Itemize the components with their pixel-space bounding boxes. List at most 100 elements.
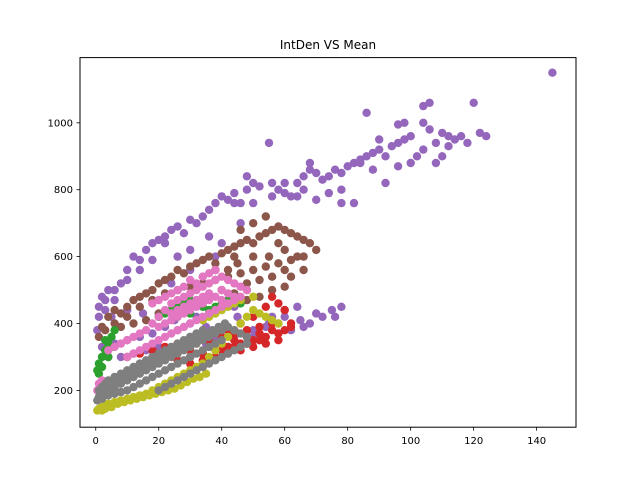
data-point — [299, 185, 308, 194]
data-point — [204, 295, 214, 305]
data-point — [249, 265, 258, 275]
data-point — [167, 316, 176, 325]
data-point — [255, 182, 264, 191]
data-point — [148, 285, 157, 295]
data-point — [198, 362, 207, 372]
x-tick-label: 60 — [278, 436, 291, 447]
chart-title: IntDen VS Mean — [280, 38, 376, 52]
data-point — [160, 346, 170, 355]
data-point — [179, 269, 189, 278]
data-point — [217, 346, 226, 355]
data-point — [274, 185, 283, 194]
data-point — [167, 225, 176, 235]
data-point — [204, 359, 214, 368]
data-point — [280, 326, 289, 335]
data-point — [211, 259, 220, 268]
data-point — [154, 369, 163, 378]
data-point — [255, 336, 264, 345]
data-point — [274, 259, 283, 268]
data-point — [141, 245, 151, 255]
data-point — [198, 212, 207, 221]
data-point — [349, 198, 359, 208]
data-point — [204, 205, 214, 214]
data-point — [393, 162, 403, 171]
data-point — [141, 326, 151, 335]
data-point — [204, 269, 214, 278]
data-point — [324, 172, 333, 181]
data-point — [261, 332, 270, 342]
data-point — [280, 265, 289, 275]
x-tick-label: 40 — [215, 436, 228, 447]
data-point — [286, 272, 296, 281]
data-point — [148, 319, 157, 328]
data-point — [160, 305, 170, 315]
data-point — [192, 329, 201, 338]
data-point — [192, 349, 201, 358]
data-point — [198, 299, 207, 308]
data-point — [101, 336, 110, 345]
data-point — [217, 336, 226, 345]
data-point — [419, 118, 428, 128]
data-point — [204, 352, 214, 362]
data-point — [299, 322, 308, 332]
data-point — [337, 168, 346, 178]
data-point — [107, 332, 116, 342]
data-point — [217, 192, 226, 201]
data-point — [393, 138, 403, 148]
data-point — [186, 282, 195, 291]
data-point — [264, 138, 274, 148]
data-point — [204, 309, 214, 318]
data-point — [123, 312, 132, 321]
data-point — [192, 285, 201, 295]
data-point — [249, 336, 258, 345]
data-point — [444, 132, 453, 141]
data-point — [217, 352, 226, 362]
data-point — [299, 265, 308, 275]
data-point — [249, 312, 258, 321]
data-points — [93, 68, 557, 415]
data-point — [167, 362, 176, 372]
data-point — [204, 289, 214, 298]
data-point — [173, 312, 182, 321]
data-point — [201, 369, 211, 378]
data-point — [141, 342, 151, 352]
data-point — [135, 379, 144, 388]
data-point — [110, 285, 119, 295]
data-point — [217, 239, 226, 248]
y-tick-label: 600 — [54, 252, 73, 263]
data-point — [211, 275, 220, 285]
data-point — [148, 299, 157, 308]
data-point — [230, 292, 239, 301]
data-point — [107, 402, 116, 412]
data-point — [242, 326, 252, 335]
data-point — [230, 242, 239, 251]
data-point — [214, 322, 223, 332]
data-point — [223, 349, 233, 358]
data-point — [192, 316, 201, 325]
data-point — [113, 399, 123, 408]
data-point — [255, 292, 264, 301]
data-point — [286, 192, 296, 201]
data-point — [356, 158, 365, 168]
data-point — [267, 316, 277, 325]
x-axis: 0 20 40 60 80 100 120 140 — [93, 427, 546, 447]
data-point — [104, 352, 113, 362]
data-point — [138, 309, 148, 318]
data-point — [204, 279, 214, 288]
data-point — [104, 391, 113, 400]
data-point — [167, 329, 176, 338]
data-point — [475, 128, 485, 138]
data-point — [186, 289, 195, 298]
data-point — [217, 302, 226, 311]
data-point — [242, 295, 252, 305]
data-point — [261, 262, 270, 271]
data-point — [173, 252, 182, 261]
data-point — [249, 292, 258, 301]
data-point — [116, 322, 126, 332]
data-point — [160, 366, 170, 375]
data-point — [135, 346, 144, 355]
data-point — [192, 259, 201, 268]
data-point — [192, 279, 201, 288]
data-point — [208, 326, 217, 335]
